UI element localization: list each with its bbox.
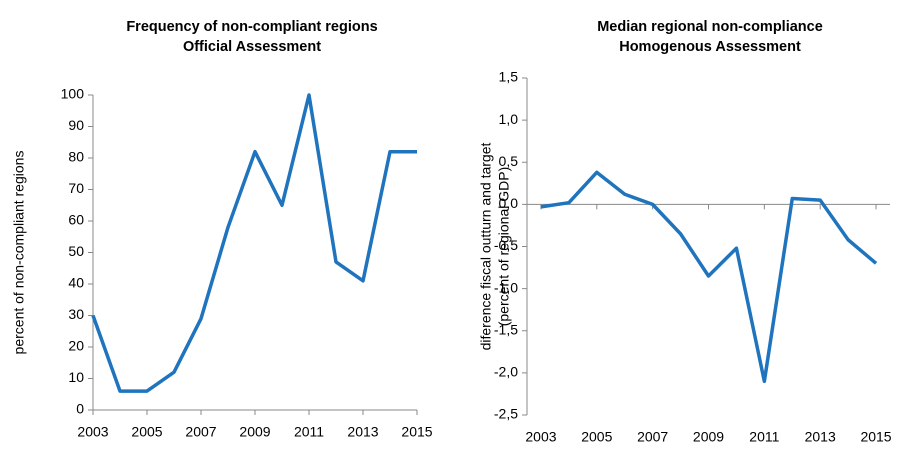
- y-tick-label: 80: [68, 149, 84, 165]
- x-tick-label: 2011: [294, 424, 324, 440]
- chart-title: Homogenous Assessment: [619, 39, 801, 55]
- y-tick-label: -1,5: [494, 321, 518, 337]
- x-tick-label: 2007: [185, 424, 216, 440]
- y-tick-label: 40: [68, 275, 84, 291]
- y-axis-label: (percent of regional GDP): [496, 167, 512, 327]
- y-tick-label: 10: [68, 369, 84, 385]
- y-tick-label: 20: [68, 338, 84, 354]
- line-series: [91, 93, 417, 393]
- y-tick-label: 0: [76, 401, 84, 417]
- y-tick-label: 50: [68, 243, 84, 259]
- x-tick-label: 2011: [749, 429, 779, 444]
- y-tick-label: 90: [68, 117, 84, 133]
- x-tick-label: 2007: [637, 429, 668, 444]
- y-tick-label: 0,0: [499, 195, 519, 211]
- y-tick-label: 0,5: [499, 153, 519, 169]
- chart-title: Official Assessment: [183, 39, 321, 55]
- chart-title: Median regional non-compliance: [597, 19, 823, 35]
- y-tick-label: 1,5: [499, 69, 519, 85]
- y-tick-label: -2,0: [494, 364, 518, 380]
- x-tick-label: 2013: [805, 429, 836, 444]
- x-tick-label: 2005: [581, 429, 612, 444]
- y-tick-label: 30: [68, 306, 84, 322]
- x-tick-label: 2013: [347, 424, 378, 440]
- x-tick-label: 2015: [860, 429, 891, 444]
- x-tick-label: 2005: [131, 424, 162, 440]
- x-tick-label: 2009: [693, 429, 724, 444]
- y-tick-label: 60: [68, 212, 84, 228]
- y-axis-label: diference fiscal outturn and target: [478, 142, 494, 350]
- y-tick-label: -2,5: [494, 406, 518, 422]
- y-tick-label: 100: [61, 86, 85, 102]
- y-tick-label: -1,0: [494, 279, 518, 295]
- chart-title: Frequency of non-compliant regions: [126, 19, 377, 35]
- x-tick-label: 2003: [77, 424, 108, 440]
- y-tick-label: 70: [68, 180, 84, 196]
- y-tick-label: 1,0: [499, 111, 519, 127]
- y-axis-label: percent of non-compliant regions: [11, 151, 27, 355]
- x-tick-label: 2015: [401, 424, 432, 440]
- line-series: [540, 170, 878, 384]
- x-tick-label: 2009: [239, 424, 270, 440]
- x-tick-label: 2003: [525, 429, 556, 444]
- y-tick-label: -0,5: [494, 237, 518, 253]
